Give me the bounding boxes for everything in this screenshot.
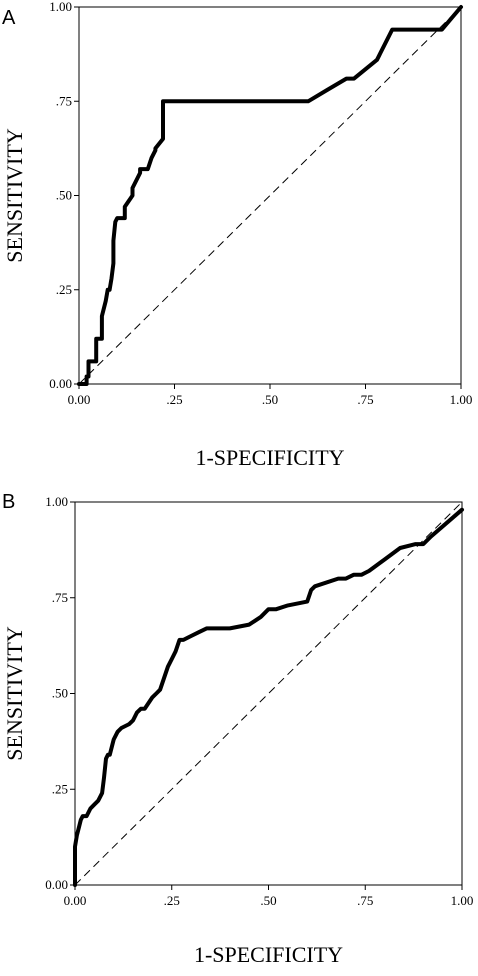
- y-tick-label: 0.00: [49, 376, 72, 391]
- x-tick-label: 0.00: [64, 893, 87, 908]
- x-tick-label: .25: [166, 392, 182, 407]
- y-axis-label: SENSITIVITY: [2, 626, 27, 761]
- y-tick-label: .25: [52, 781, 68, 796]
- x-tick-label: .50: [262, 392, 278, 407]
- y-tick-label: .75: [52, 590, 68, 605]
- roc-panel-b: B 0.000.00 .25 .25 .50 .50 .75 .75 1.00 1.00 1-SPE…: [2, 491, 473, 967]
- x-tick-label: 1.00: [450, 392, 473, 407]
- roc-curve-line: [73, 507, 464, 887]
- roc-panel-a: A 0.000.00 .25 .25 .50 .50 .75 .75 1.00 1.00 1-SPE…: [2, 0, 472, 470]
- x-tick-label: .25: [164, 893, 180, 908]
- panel-label: B: [2, 491, 15, 513]
- x-axis-label: 1-SPECIFICITY: [194, 942, 343, 967]
- y-tick-label: .50: [52, 686, 68, 701]
- reference-diagonal-line: [74, 501, 463, 886]
- x-tick-label: .75: [357, 893, 373, 908]
- y-tick-label: .50: [56, 188, 72, 203]
- roc-curve-line: [77, 5, 463, 386]
- y-axis-label: SENSITIVITY: [2, 128, 27, 263]
- y-tick-label: .75: [56, 93, 72, 108]
- x-tick-label: .50: [260, 893, 276, 908]
- reference-diagonal-line: [78, 6, 462, 385]
- x-tick-label: .75: [357, 392, 373, 407]
- y-tick-label: .25: [56, 282, 72, 297]
- x-tick-label: 1.00: [451, 893, 474, 908]
- x-tick-label: 0.00: [68, 392, 91, 407]
- y-tick-label: 1.00: [45, 494, 68, 509]
- y-tick-label: 1.00: [49, 0, 72, 14]
- x-axis-label: 1-SPECIFICITY: [195, 445, 344, 470]
- panel-label: A: [2, 7, 16, 29]
- y-tick-label: 0.00: [45, 877, 68, 892]
